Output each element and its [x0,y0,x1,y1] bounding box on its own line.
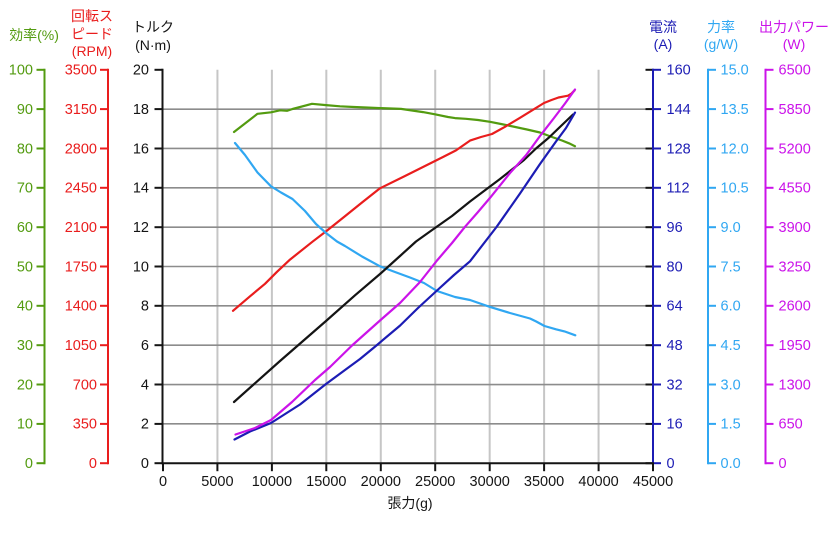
svg-text:20: 20 [17,377,33,393]
svg-text:80: 80 [17,141,33,157]
svg-text:3250: 3250 [779,259,811,275]
svg-text:700: 700 [73,377,97,393]
svg-text:0: 0 [159,474,167,490]
svg-text:6: 6 [141,338,149,354]
svg-text:50: 50 [17,259,33,275]
svg-text:1750: 1750 [65,259,97,275]
svg-text:350: 350 [73,417,97,433]
svg-text:7.5: 7.5 [721,259,741,275]
svg-text:64: 64 [667,299,683,315]
svg-text:20000: 20000 [361,474,401,490]
svg-text:5200: 5200 [779,141,811,157]
svg-text:6.0: 6.0 [721,299,741,315]
svg-text:16: 16 [667,417,683,433]
svg-text:6500: 6500 [779,63,811,79]
svg-text:90: 90 [17,102,33,118]
svg-text:20: 20 [133,63,149,79]
svg-text:112: 112 [667,181,690,197]
svg-text:5850: 5850 [779,102,811,118]
svg-text:出力パワー: 出力パワー [759,19,829,35]
svg-text:1050: 1050 [65,338,97,354]
svg-text:2: 2 [141,417,149,433]
svg-text:3150: 3150 [65,102,97,118]
svg-text:12: 12 [133,220,149,236]
svg-text:10: 10 [17,417,33,433]
svg-text:ピード: ピード [71,26,113,42]
svg-text:4.5: 4.5 [721,338,741,354]
svg-text:10: 10 [133,259,149,275]
svg-text:1.5: 1.5 [721,417,741,433]
svg-text:2450: 2450 [65,181,97,197]
svg-text:80: 80 [667,259,683,275]
svg-text:0: 0 [779,456,787,472]
svg-text:15.0: 15.0 [721,63,749,79]
svg-text:45000: 45000 [633,474,673,490]
svg-text:40: 40 [17,299,33,315]
svg-text:96: 96 [667,220,683,236]
svg-text:(N·m): (N·m) [135,37,171,53]
svg-text:3900: 3900 [779,220,811,236]
svg-text:128: 128 [667,141,691,157]
svg-text:12.0: 12.0 [721,141,749,157]
svg-text:0.0: 0.0 [721,456,741,472]
svg-text:10.5: 10.5 [721,181,749,197]
svg-text:14: 14 [133,181,149,197]
svg-text:8: 8 [141,299,149,315]
svg-text:144: 144 [667,102,691,118]
svg-text:2600: 2600 [779,299,811,315]
svg-text:15000: 15000 [306,474,346,490]
svg-text:トルク: トルク [132,19,174,35]
svg-text:650: 650 [779,417,803,433]
svg-text:100: 100 [9,63,33,79]
svg-text:4: 4 [141,377,149,393]
svg-text:0: 0 [25,456,33,472]
svg-text:40000: 40000 [578,474,618,490]
svg-text:(W): (W) [783,36,806,52]
svg-text:2100: 2100 [65,220,97,236]
svg-text:電流: 電流 [649,19,677,35]
svg-text:16: 16 [133,141,149,157]
svg-text:0: 0 [667,456,675,472]
svg-text:70: 70 [17,181,33,197]
svg-text:25000: 25000 [415,474,455,490]
svg-text:160: 160 [667,63,691,79]
svg-text:2800: 2800 [65,141,97,157]
svg-text:60: 60 [17,220,33,236]
svg-text:4550: 4550 [779,181,811,197]
svg-text:13.5: 13.5 [721,102,749,118]
svg-text:(A): (A) [654,36,673,52]
svg-text:32: 32 [667,377,683,393]
svg-text:(g/W): (g/W) [704,36,738,52]
svg-text:効率(%): 効率(%) [9,27,59,43]
svg-text:(RPM): (RPM) [72,43,112,59]
svg-text:回転ス: 回転ス [71,8,113,24]
svg-text:1300: 1300 [779,377,811,393]
svg-text:48: 48 [667,338,683,354]
svg-text:30: 30 [17,338,33,354]
svg-text:0: 0 [89,456,97,472]
svg-text:30000: 30000 [470,474,510,490]
svg-text:35000: 35000 [524,474,564,490]
svg-text:張力(g): 張力(g) [387,495,432,511]
svg-text:5000: 5000 [201,474,233,490]
svg-text:3.0: 3.0 [721,377,741,393]
svg-text:0: 0 [141,456,149,472]
svg-text:1400: 1400 [65,299,97,315]
svg-text:力率: 力率 [707,19,735,35]
svg-text:1950: 1950 [779,338,811,354]
svg-text:10000: 10000 [252,474,292,490]
svg-text:18: 18 [133,102,149,118]
svg-text:3500: 3500 [65,63,97,79]
svg-text:9.0: 9.0 [721,220,741,236]
